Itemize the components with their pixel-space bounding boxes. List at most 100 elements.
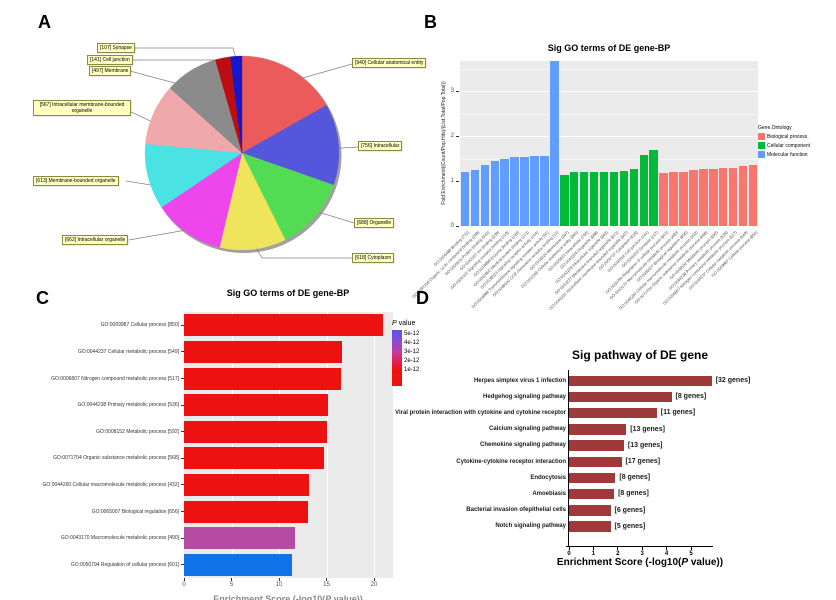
legend-entry: Molecular function — [758, 151, 810, 158]
bar — [184, 473, 310, 496]
x-tick-label-text: GO:0005622 Intracellular (756) — [546, 229, 590, 273]
x-tick-label: 1 — [591, 551, 596, 557]
gridline — [279, 312, 280, 578]
y-category-label: GO:0050794 Regulation of cellular proces… — [70, 561, 179, 568]
panel-b-title: Sig GO terms of DE gene-BP — [547, 43, 671, 53]
panel-c-legend-title: P value — [392, 320, 419, 327]
pie-slice-label: [940] Cellular anatomical entity — [352, 58, 427, 68]
gridline — [460, 158, 758, 160]
gridline — [374, 312, 375, 578]
legend-label: Cellular component — [767, 142, 811, 149]
gridline — [460, 181, 758, 182]
x-tick-label: 20 — [370, 582, 378, 588]
bar — [569, 505, 611, 516]
gene-count-label: [5 genes] — [614, 522, 646, 530]
x-tick-mark — [641, 547, 643, 550]
x-tick-label: 15 — [323, 582, 330, 588]
bar — [699, 169, 708, 226]
label-part-italic: P — [392, 320, 397, 327]
bar — [738, 166, 748, 226]
panel-c-letter: C — [36, 288, 49, 308]
bar — [609, 171, 619, 226]
legend-swatch — [758, 151, 765, 158]
bar — [599, 171, 609, 226]
bar — [480, 165, 490, 226]
bar — [569, 375, 712, 386]
legend-label: Molecular function — [767, 151, 808, 158]
panel-d: D Sig pathway of DE gene Herpes simplex … — [395, 280, 836, 600]
gene-count-label: [8 genes] — [675, 393, 707, 401]
x-tick-label-text: GO:0016020 Membrane (497) — [528, 229, 570, 272]
panel-b-plot-area — [460, 61, 758, 226]
x-tick-label: 3 — [640, 551, 644, 557]
x-tick-label-text: GO:0043167 Ion binding (339) — [458, 229, 501, 272]
panel-d-letter: D — [416, 288, 429, 308]
pie-slice — [144, 143, 243, 208]
panel-b-legend: Gene.Ontology Biological process Cellular… — [758, 125, 810, 158]
panel-d-x-axis-label: Enrichment Score (-log10(P value)) — [557, 557, 723, 568]
x-tick-label-text: GO:0045202 Synapse (107) — [620, 229, 659, 269]
x-tick-label-text: GO:0008152 Metabolic process (592) — [667, 229, 719, 281]
bar — [569, 407, 657, 419]
x-tick-mark — [278, 578, 280, 581]
pvalue-tick-label: 2e-12 — [404, 358, 420, 364]
x-tick-mark — [326, 578, 327, 581]
x-tick-label-text: GO:0043226 Organelle (688) — [559, 229, 600, 270]
pie-slice-label: [618] Cytoplasm — [352, 253, 395, 263]
pie-slice-label: [688] Organelle — [354, 218, 395, 228]
pie-slice-label: [662] Intracellular organelle — [62, 235, 129, 245]
label-part: value)) — [688, 557, 724, 568]
label-part: value — [396, 320, 416, 327]
panel-b-legend-entries: Biological process Cellular component Mole… — [758, 133, 810, 158]
bar — [748, 165, 758, 226]
x-tick-label: 10 — [275, 582, 283, 588]
pathway-label: Endocytosis — [530, 474, 566, 481]
bar — [520, 156, 529, 226]
y-category-label: GO:0009987 Cellular process [850] — [100, 322, 179, 329]
pie-slice-label: [497] Membrane — [89, 66, 132, 76]
pvalue-gradient-bar — [392, 330, 402, 386]
label-part: Enrichment Score (-log10( — [556, 557, 682, 568]
x-tick-label-text: GO:0043229 Intracellular organelle (662) — [554, 229, 610, 285]
pie-chart-canvas — [125, 47, 359, 259]
gene-count-label: [11 genes] — [660, 409, 696, 417]
panel-a: A [940] Cellular anatomical entity [756] … — [0, 0, 460, 300]
gridline — [326, 312, 328, 578]
bar — [569, 472, 616, 484]
bar — [569, 391, 672, 403]
gene-count-label: [6 genes] — [614, 506, 646, 514]
y-category-label: GO:0044237 Cellular metabolic process [5… — [77, 348, 179, 355]
gridline — [460, 91, 758, 92]
pvalue-tick-label: 4e-12 — [404, 340, 420, 346]
bar — [629, 169, 639, 226]
gridline — [460, 68, 758, 70]
pathway-label: Chemokine signaling pathway — [479, 442, 566, 449]
pvalue-tick-label: 3e-12 — [404, 349, 420, 355]
bar — [460, 172, 470, 226]
panel-b-legend-title: Gene.Ontology — [758, 125, 792, 131]
panel-b-y-axis-label: Fold Enrichment((Count/Pop.Hits)/(List.T… — [441, 81, 447, 205]
bar — [550, 61, 559, 226]
pathway-label: Notch signaling pathway — [495, 523, 566, 530]
x-tick-label-text: GO:0065007 Biological regulation (656) — [635, 229, 689, 283]
label-part: value)) — [331, 594, 363, 600]
pie-slice-label: [107] Synapse — [97, 43, 135, 53]
x-tick-mark — [183, 578, 185, 581]
gene-count-label: [17 genes] — [625, 458, 661, 465]
legend-entry: Biological process — [758, 133, 810, 140]
legend-swatch — [758, 142, 765, 149]
bar — [569, 521, 611, 532]
x-tick-mark — [666, 547, 668, 550]
pvalue-legend-ticks: 5e-12 4e-12 3e-12 2e-12 1e-12 — [404, 330, 419, 386]
bar — [500, 159, 509, 226]
bar — [569, 424, 627, 435]
panel-b: B Sig GO terms of DE gene-BP Fold Enrich… — [411, 0, 836, 311]
y-category-label: GO:0044260 Cellular macromolecule metabo… — [42, 481, 179, 488]
y-tick-label: 2 — [450, 132, 454, 139]
gene-count-label: [8 genes] — [618, 490, 649, 498]
bar — [569, 456, 622, 467]
pathway-label: Cytokine-cytokine receptor interaction — [456, 458, 566, 465]
gene-count-label: [32 genes] — [715, 377, 751, 384]
panel-c-pvalue-legend: P value 5e-12 4e-12 3e-12 2e-12 1e-12 — [392, 320, 419, 386]
